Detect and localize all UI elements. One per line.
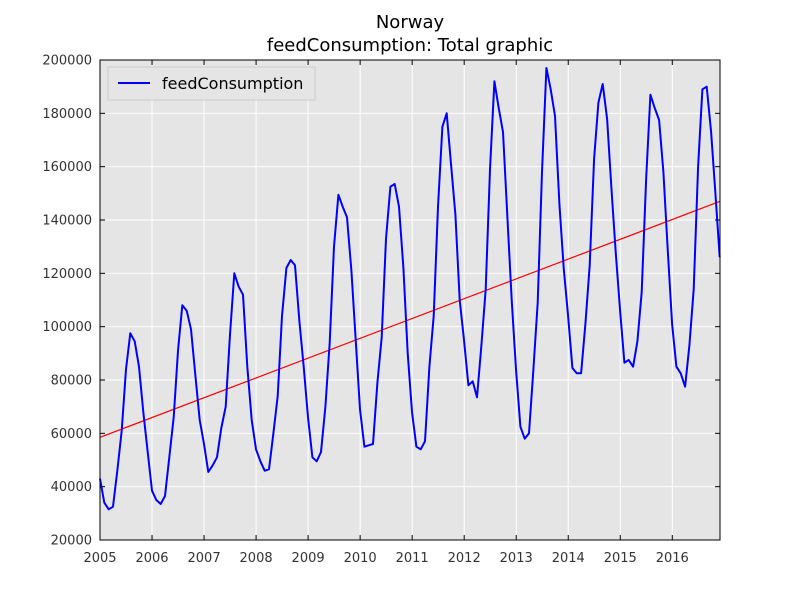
x-tick-label: 2005: [83, 551, 116, 566]
x-tick-label: 2015: [604, 551, 637, 566]
x-tick-label: 2016: [656, 551, 689, 566]
y-tick-label: 60000: [51, 427, 92, 442]
y-tick-label: 20000: [51, 534, 92, 549]
y-tick-label: 200000: [42, 54, 92, 69]
plot-area: [99, 59, 721, 541]
x-axis-tick-labels: 2005 2006 2007 2008 2009 2010 2011 2012 2013 2014…: [83, 551, 688, 566]
y-tick-label: 140000: [42, 214, 92, 229]
x-tick-label: 2007: [188, 551, 221, 566]
trend-line: [99, 200, 721, 438]
x-tick-label: 2013: [500, 551, 533, 566]
x-tick-label: 2009: [292, 551, 325, 566]
y-tick-label: 160000: [42, 160, 92, 175]
y-tick-label: 40000: [51, 480, 92, 495]
series-group: [99, 67, 721, 511]
legend-label-feedConsumption: feedConsumption: [162, 74, 303, 93]
x-tick-label: 2006: [135, 551, 168, 566]
y-axis-tick-labels: 20000 40000 60000 80000 100000 120000 140000 16…: [42, 54, 92, 549]
x-tick-label: 2014: [552, 551, 585, 566]
x-tick-label: 2010: [344, 551, 377, 566]
y-tick-label: 80000: [51, 374, 92, 389]
chart-title: Norway: [375, 12, 445, 33]
x-tick-label: 2012: [448, 551, 481, 566]
y-tick-label: 120000: [42, 267, 92, 282]
series-line-feedConsumption: [99, 67, 721, 511]
trend-line-group: [99, 200, 721, 438]
chart-subtitle: feedConsumption: Total graphic: [266, 35, 554, 56]
y-tick-label: 100000: [42, 320, 92, 335]
y-tick-label: 180000: [42, 107, 92, 122]
legend: feedConsumption: [107, 66, 316, 101]
plot-frame: [99, 59, 721, 541]
x-tick-label: 2011: [396, 551, 429, 566]
x-tick-label: 2008: [240, 551, 273, 566]
